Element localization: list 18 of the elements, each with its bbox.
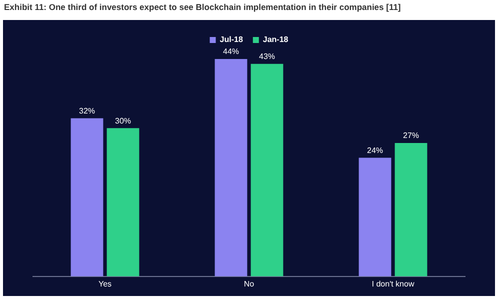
x-tick-label: Yes: [98, 279, 112, 288]
x-tick-label: I don't know: [372, 279, 414, 288]
bar: [106, 128, 140, 276]
x-tick-label: No: [244, 279, 255, 288]
data-label: 24%: [366, 146, 384, 155]
data-label: 43%: [258, 52, 276, 62]
legend-label: Jul-18: [220, 35, 244, 44]
legend-label: Jan-18: [262, 35, 289, 44]
bar: [214, 58, 248, 276]
bar: [358, 158, 392, 276]
bar: [70, 118, 104, 276]
bar: [250, 64, 284, 276]
data-label: 44%: [222, 47, 240, 56]
chart-title: Exhibit 11: One third of investors expect to see Blockchain implementation in their companies [11]: [4, 2, 402, 12]
bar: [394, 142, 428, 276]
data-label: 32%: [78, 106, 96, 116]
data-label: 30%: [114, 116, 132, 126]
data-label: 27%: [402, 131, 420, 140]
